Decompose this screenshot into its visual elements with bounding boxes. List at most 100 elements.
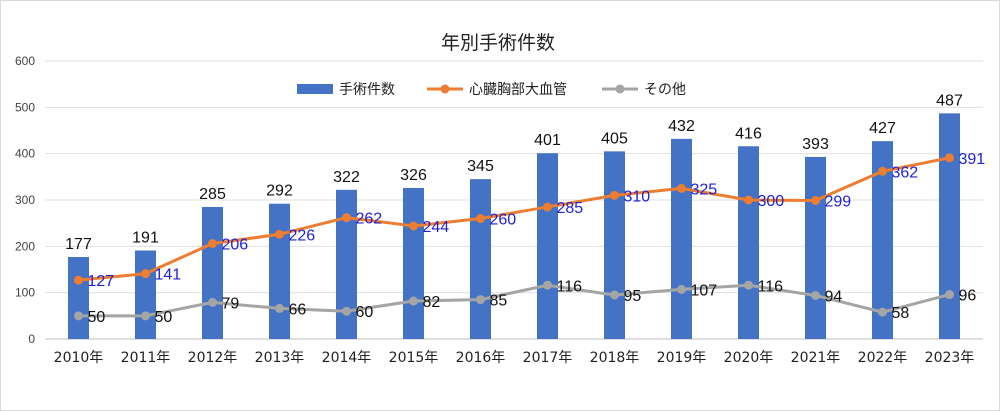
bar-value-label: 432: [668, 118, 695, 135]
y-axis: 0 100 200 300 400 500 600: [15, 54, 35, 346]
data-point: [208, 239, 217, 249]
line-value-label: 50: [155, 309, 173, 326]
line-value-label: 82: [423, 294, 441, 311]
line-value-label: 66: [289, 301, 307, 318]
line-value-label: 60: [356, 304, 374, 321]
x-tick-label: 2012年: [188, 350, 238, 366]
data-point: [208, 297, 217, 307]
line-value-label: 50: [88, 309, 106, 326]
bar-value-label: 427: [869, 120, 896, 137]
bar: [671, 138, 692, 339]
line-value-label: 226: [289, 227, 316, 244]
x-tick-label: 2017年: [523, 350, 573, 366]
data-point: [878, 307, 887, 317]
data-labels: 177 191 285 292 322 326 345 401 405 432 416 393 427 4…: [65, 92, 985, 325]
data-point: [74, 311, 83, 321]
legend-marker: [440, 84, 450, 94]
data-point: [610, 190, 619, 200]
data-point: [744, 195, 753, 205]
data-point: [141, 311, 150, 321]
legend-label: その他: [644, 82, 686, 98]
y-tick-label: 200: [15, 239, 35, 253]
chart-title: 年別手術件数: [441, 32, 555, 54]
data-point: [476, 214, 485, 224]
bar-value-label: 393: [802, 136, 829, 153]
bar-value-label: 401: [534, 132, 561, 149]
x-tick-label: 2019年: [657, 350, 707, 366]
line-value-label: 362: [892, 164, 919, 181]
line-value-label: 94: [825, 288, 843, 305]
bar-value-label: 322: [333, 169, 360, 186]
data-point: [74, 275, 83, 285]
bar-value-label: 191: [132, 230, 159, 247]
bar: [872, 141, 893, 339]
legend: 手術件数 心臓胸部大血管 その他: [297, 82, 686, 98]
line-value-label: 285: [557, 200, 584, 217]
bar: [202, 206, 223, 339]
grid: [45, 60, 983, 340]
bar: [939, 113, 960, 340]
bar: [738, 146, 759, 339]
data-point: [543, 280, 552, 290]
line-series: [74, 153, 954, 321]
data-point: [945, 290, 954, 300]
bar: [135, 250, 156, 339]
line-value-label: 95: [624, 288, 642, 305]
y-tick-label: 600: [15, 54, 35, 68]
bar-value-label: 416: [735, 125, 762, 142]
data-point: [610, 290, 619, 300]
line-value-label: 127: [88, 273, 115, 290]
data-point: [543, 202, 552, 212]
bar: [403, 187, 424, 339]
x-axis: 2010年 2011年 2012年 2013年 2014年 2015年 2016年 2017年…: [54, 350, 975, 366]
bar: [269, 203, 290, 339]
legend-label: 手術件数: [339, 82, 395, 98]
line-value-label: 107: [691, 282, 718, 299]
line-value-label: 310: [624, 188, 651, 205]
x-tick-label: 2023年: [925, 350, 975, 366]
bar: [336, 189, 357, 339]
line-value-label: 299: [825, 193, 852, 210]
line-value-label: 85: [490, 293, 508, 310]
data-point: [476, 295, 485, 305]
bar: [537, 153, 558, 339]
x-tick-label: 2010年: [54, 350, 104, 366]
bar: [470, 179, 491, 339]
y-tick-label: 400: [15, 147, 35, 161]
line-value-label: 262: [356, 211, 383, 228]
x-tick-label: 2021年: [791, 350, 841, 366]
line-value-label: 391: [959, 151, 986, 168]
x-tick-label: 2015年: [389, 350, 439, 366]
series-line: [78, 156, 950, 282]
x-tick-label: 2016年: [456, 350, 506, 366]
line-value-label: 260: [490, 212, 517, 229]
data-point: [275, 303, 284, 313]
data-point: [342, 306, 351, 316]
data-point: [342, 213, 351, 223]
series-line: [78, 283, 950, 318]
y-tick-label: 100: [15, 286, 35, 300]
data-point: [744, 280, 753, 290]
x-tick-label: 2013年: [255, 350, 305, 366]
data-point: [945, 153, 954, 163]
bar-value-label: 285: [199, 186, 226, 203]
bar: [68, 256, 89, 339]
bar-value-label: 345: [467, 158, 494, 175]
data-point: [677, 183, 686, 193]
data-point: [677, 284, 686, 294]
legend-swatch: [297, 84, 333, 94]
line-value-label: 244: [423, 219, 450, 236]
x-tick-label: 2018年: [590, 350, 640, 366]
bar-value-label: 326: [400, 167, 427, 184]
line-value-label: 325: [691, 181, 718, 198]
x-tick-label: 2014年: [322, 350, 372, 366]
data-point: [811, 195, 820, 205]
x-tick-label: 2020年: [724, 350, 774, 366]
data-point: [409, 296, 418, 306]
data-point: [878, 166, 887, 176]
x-tick-label: 2022年: [858, 350, 908, 366]
bar: [805, 156, 826, 339]
bar: [604, 151, 625, 339]
